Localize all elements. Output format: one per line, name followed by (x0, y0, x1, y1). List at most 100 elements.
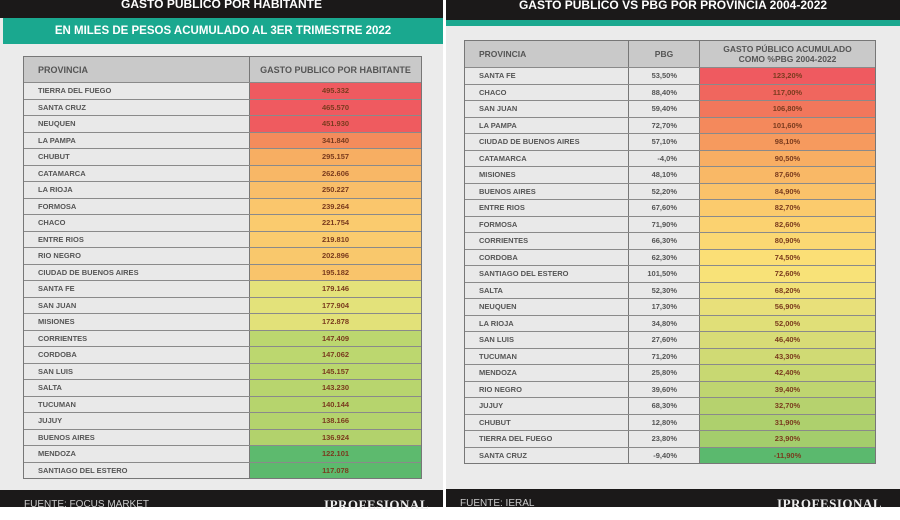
gasto-pbg-cell: 72,60% (699, 266, 875, 282)
table-row: CHUBUT 295.157 (24, 148, 421, 165)
pbg-cell: -9,40% (628, 447, 699, 463)
table-row: CATAMARCA -4,0% 90,50% (465, 149, 875, 166)
panel-title: GASTO PÚBLICO VS PBG POR PROVINCIA 2004-… (446, 0, 900, 20)
gasto-pbg-cell: 39,40% (699, 381, 875, 397)
provincia-cell: CORDOBA (479, 252, 518, 262)
table-row: CATAMARCA 262.606 (24, 164, 421, 181)
provincia-cell: CHACO (479, 87, 507, 97)
provincia-cell: TUCUMAN (479, 351, 517, 361)
table-row: SAN LUIS 145.157 (24, 362, 421, 379)
gasto-cell: 140.144 (249, 396, 421, 412)
table-row: SANTIAGO DEL ESTERO 117.078 (24, 461, 421, 478)
gasto-cell: 465.570 (249, 99, 421, 115)
pbg-cell: 67,60% (628, 200, 699, 216)
provincia-cell: SANTA FE (38, 284, 75, 294)
gasto-pbg-cell: 106,80% (699, 101, 875, 117)
table-row: JUJUY 138.166 (24, 412, 421, 429)
brand-logo: IPROFESIONAL (324, 497, 429, 512)
header-line-1: GASTO PÚBLICO ACUMULADO (723, 44, 852, 54)
gasto-cell: 341.840 (249, 132, 421, 148)
provincia-cell: LA PAMPA (38, 135, 76, 145)
table-row: TIERRA DEL FUEGO 23,80% 23,90% (465, 430, 875, 447)
provincia-cell: FORMOSA (479, 219, 518, 229)
gasto-cell: 262.606 (249, 165, 421, 181)
pbg-cell: 12,80% (628, 414, 699, 430)
provincia-cell: SALTA (38, 383, 62, 393)
table-row: JUJUY 68,30% 32,70% (465, 397, 875, 414)
provincia-cell: TUCUMAN (38, 399, 76, 409)
table-row: ENTRE RIOS 67,60% 82,70% (465, 199, 875, 216)
gasto-pbg-cell: 56,90% (699, 299, 875, 315)
gasto-cell: 219.810 (249, 231, 421, 247)
table-row: SANTA FE 179.146 (24, 280, 421, 297)
provincia-cell: SANTA FE (479, 71, 516, 81)
table-row: BUENOS AIRES 136.924 (24, 428, 421, 445)
brand-logo: IPROFESIONAL (777, 496, 882, 511)
pbg-cell: 48,10% (628, 167, 699, 183)
provincia-cell: CHUBUT (479, 417, 511, 427)
provincia-cell: SAN LUIS (38, 366, 74, 376)
provincia-cell: SANTA CRUZ (479, 450, 527, 460)
gasto-cell: 147.409 (249, 330, 421, 346)
pbg-cell: 71,90% (628, 216, 699, 232)
panel-subtitle: EN MILES DE PESOS ACUMULADO AL 3ER TRIME… (3, 18, 443, 44)
table-row: CORRIENTES 147.409 (24, 329, 421, 346)
gasto-cell: 147.062 (249, 347, 421, 363)
table-row: MENDOZA 25,80% 42,40% (465, 364, 875, 381)
footer: FUENTE: FOCUS MARKET IPROFESIONAL (0, 490, 443, 512)
pbg-cell: 27,60% (628, 332, 699, 348)
provincia-cell: SANTIAGO DEL ESTERO (479, 269, 569, 279)
header-line-2: COMO %PBG 2004-2022 (738, 54, 837, 64)
provincia-cell: MISIONES (38, 317, 75, 327)
provincia-cell: JUJUY (38, 416, 63, 426)
table-row: SAN JUAN 177.904 (24, 296, 421, 313)
gasto-pbg-cell: 43,30% (699, 348, 875, 364)
source-label: FUENTE: FOCUS MARKET (24, 499, 150, 510)
pbg-cell: 39,60% (628, 381, 699, 397)
gasto-cell: 177.904 (249, 297, 421, 313)
provincia-cell: NEUQUEN (479, 302, 517, 312)
gasto-pbg-cell: 101,60% (699, 117, 875, 133)
provincia-cell: SAN LUIS (479, 335, 515, 345)
table-row: CHUBUT 12,80% 31,90% (465, 413, 875, 430)
table-row: CHACO 221.754 (24, 214, 421, 231)
pbg-cell: 52,20% (628, 183, 699, 199)
gasto-cell: 138.166 (249, 413, 421, 429)
pbg-cell: -4,0% (628, 150, 699, 166)
gasto-cell: 451.930 (249, 116, 421, 132)
provincia-cell: SALTA (479, 285, 503, 295)
table-row: SANTA CRUZ -9,40% -11,90% (465, 446, 875, 463)
gasto-pbg-cell: 46,40% (699, 332, 875, 348)
table-row: ENTRE RIOS 219.810 (24, 230, 421, 247)
pbg-cell: 17,30% (628, 299, 699, 315)
gasto-cell: 495.332 (249, 83, 421, 99)
gasto-vs-pbg-table: PROVINCIA PBG GASTO PÚBLICO ACUMULADO CO… (464, 40, 876, 464)
pbg-cell: 72,70% (628, 117, 699, 133)
gasto-pbg-cell: 84,90% (699, 183, 875, 199)
provincia-cell: RIO NEGRO (479, 384, 522, 394)
provincia-cell: JUJUY (479, 401, 504, 411)
provincia-cell: MENDOZA (38, 449, 76, 459)
pbg-cell: 23,80% (628, 431, 699, 447)
table-header: PROVINCIA GASTO PUBLICO POR HABITANTE (24, 57, 421, 82)
pbg-cell: 52,30% (628, 282, 699, 298)
provincia-cell: SAN JUAN (38, 300, 77, 310)
gasto-pbg-cell: 80,90% (699, 233, 875, 249)
pbg-cell: 71,20% (628, 348, 699, 364)
gasto-pbg-cell: 23,90% (699, 431, 875, 447)
table-row: CIUDAD DE BUENOS AIRES 195.182 (24, 263, 421, 280)
table-row: LA RIOJA 250.227 (24, 181, 421, 198)
provincia-cell: TIERRA DEL FUEGO (479, 434, 553, 444)
gasto-pbg-cell: 31,90% (699, 414, 875, 430)
provincia-cell: MISIONES (479, 170, 516, 180)
table-row: SANTA FE 53,50% 123,20% (465, 67, 875, 84)
table-row: CIUDAD DE BUENOS AIRES 57,10% 98,10% (465, 133, 875, 150)
provincia-cell: LA PAMPA (479, 120, 517, 130)
table-row: SAN JUAN 59,40% 106,80% (465, 100, 875, 117)
pbg-cell: 66,30% (628, 233, 699, 249)
provincia-cell: NEUQUEN (38, 119, 76, 129)
gasto-pbg-cell: 123,20% (699, 68, 875, 84)
gasto-cell: 145.157 (249, 363, 421, 379)
table-row: LA PAMPA 72,70% 101,60% (465, 116, 875, 133)
gasto-cell: 195.182 (249, 264, 421, 280)
